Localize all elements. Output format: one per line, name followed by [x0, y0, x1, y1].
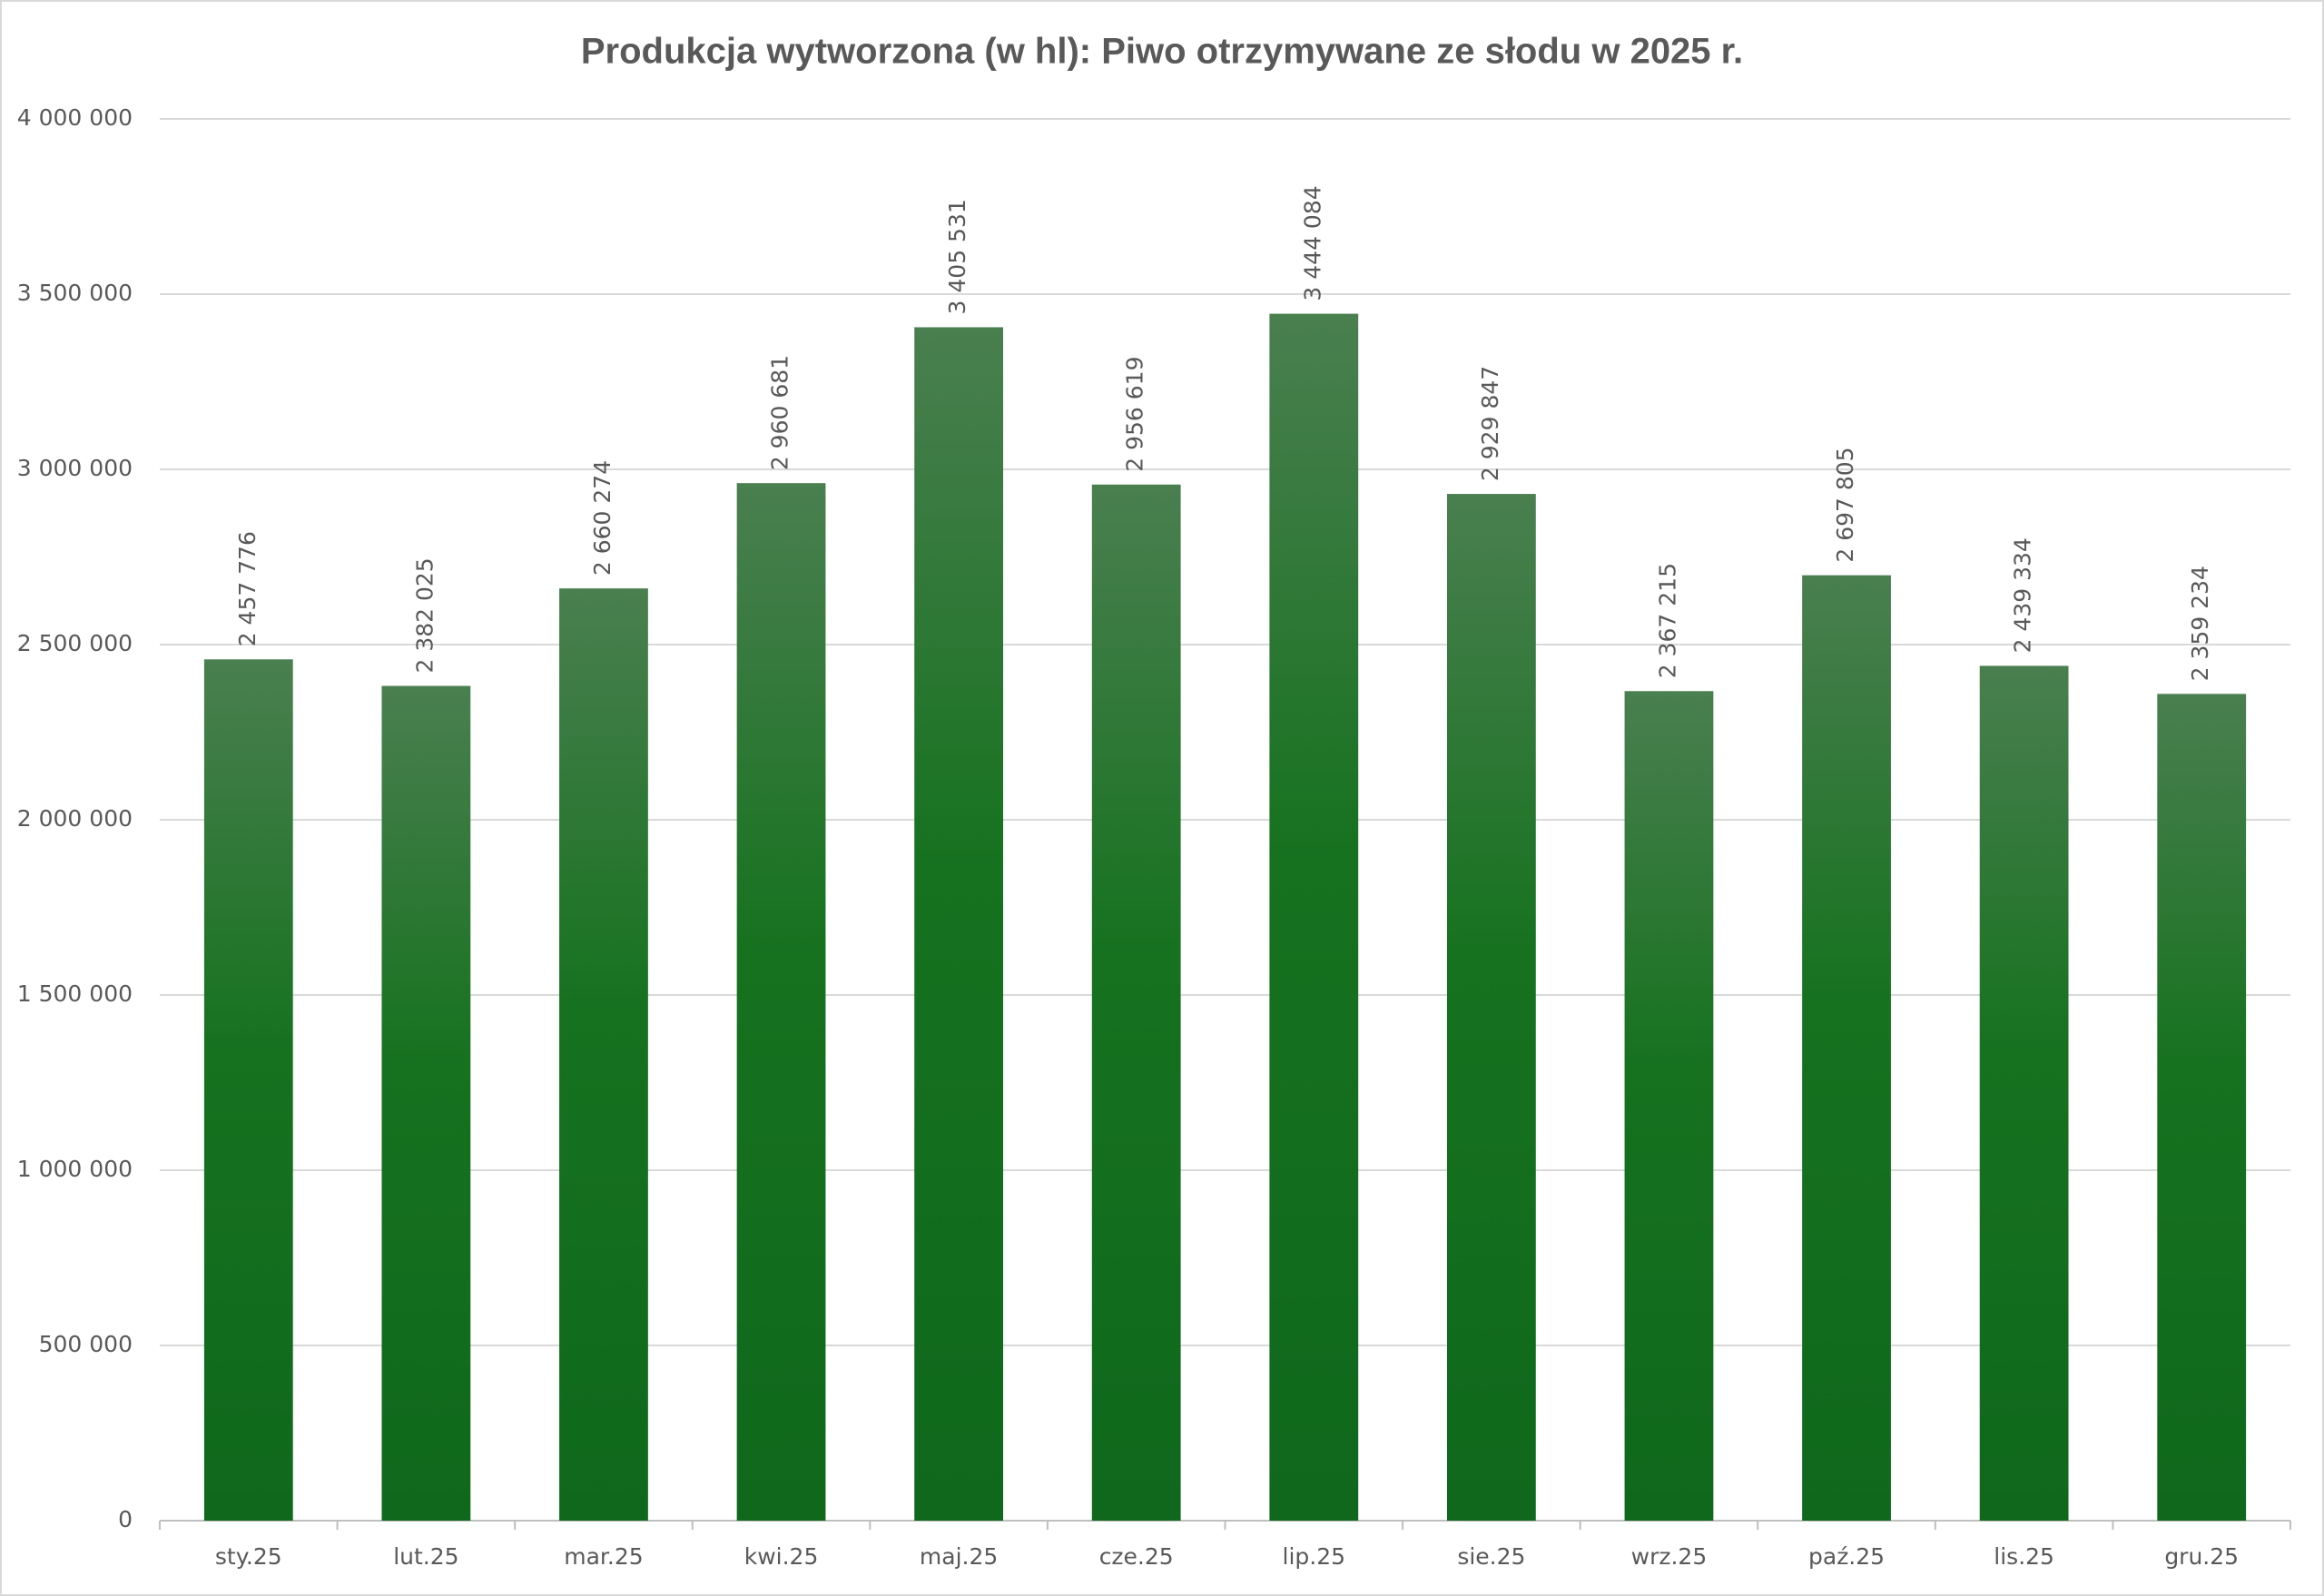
bar — [1802, 575, 1891, 1522]
x-tick-label: gru.25 — [2164, 1543, 2239, 1570]
data-label: 3 405 531 — [944, 199, 970, 314]
data-label: 3 444 084 — [1299, 185, 1325, 300]
bar — [1269, 313, 1359, 1521]
y-tick-label: 3 500 000 — [17, 280, 133, 306]
y-tick-label: 2 000 000 — [17, 805, 133, 832]
y-tick-label: 1 000 000 — [17, 1156, 133, 1182]
data-label: 2 382 025 — [411, 557, 438, 673]
x-tick-label: lip.25 — [1283, 1543, 1346, 1570]
data-label: 2 960 681 — [767, 355, 793, 470]
data-label: 2 929 847 — [1477, 366, 1503, 481]
data-label: 2 439 334 — [2010, 537, 2036, 653]
data-label: 2 660 274 — [589, 460, 615, 576]
bar — [1624, 691, 1714, 1521]
bar — [559, 588, 648, 1521]
data-label: 2 956 619 — [1122, 357, 1148, 472]
bar — [1979, 665, 2069, 1521]
bar — [1091, 484, 1181, 1521]
data-label: 2 367 215 — [1654, 563, 1680, 678]
x-tick-label: lis.25 — [1994, 1543, 2054, 1570]
x-tick-label: sty.25 — [215, 1543, 282, 1570]
y-tick-label: 2 500 000 — [17, 630, 133, 656]
data-label: 2 697 805 — [1832, 447, 1858, 562]
x-tick-label: sie.25 — [1457, 1543, 1525, 1570]
x-tick-label: lut.25 — [393, 1543, 458, 1570]
y-tick-label: 4 000 000 — [17, 104, 133, 131]
bar — [1446, 494, 1536, 1521]
x-tick-label: mar.25 — [564, 1543, 643, 1570]
bar — [2157, 694, 2247, 1521]
y-tick-label: 500 000 — [39, 1331, 133, 1357]
data-label: 2 457 776 — [234, 531, 261, 646]
x-tick-label: kwi.25 — [744, 1543, 819, 1570]
data-label: 2 359 234 — [2187, 566, 2213, 681]
x-tick-label: maj.25 — [920, 1543, 998, 1570]
bar — [736, 483, 826, 1521]
y-tick-label: 0 — [118, 1506, 133, 1532]
bar — [914, 327, 1004, 1521]
y-tick-label: 3 000 000 — [17, 455, 133, 481]
y-tick-label: 1 500 000 — [17, 980, 133, 1007]
bar — [203, 659, 293, 1521]
x-tick-label: cze.25 — [1099, 1543, 1174, 1570]
chart-title: Produkcja wytworzona (w hl): Piwo otrzym… — [581, 32, 1743, 72]
x-tick-label: paź.25 — [1808, 1543, 1885, 1570]
bar — [381, 685, 471, 1521]
x-tick-label: wrz.25 — [1631, 1543, 1708, 1570]
